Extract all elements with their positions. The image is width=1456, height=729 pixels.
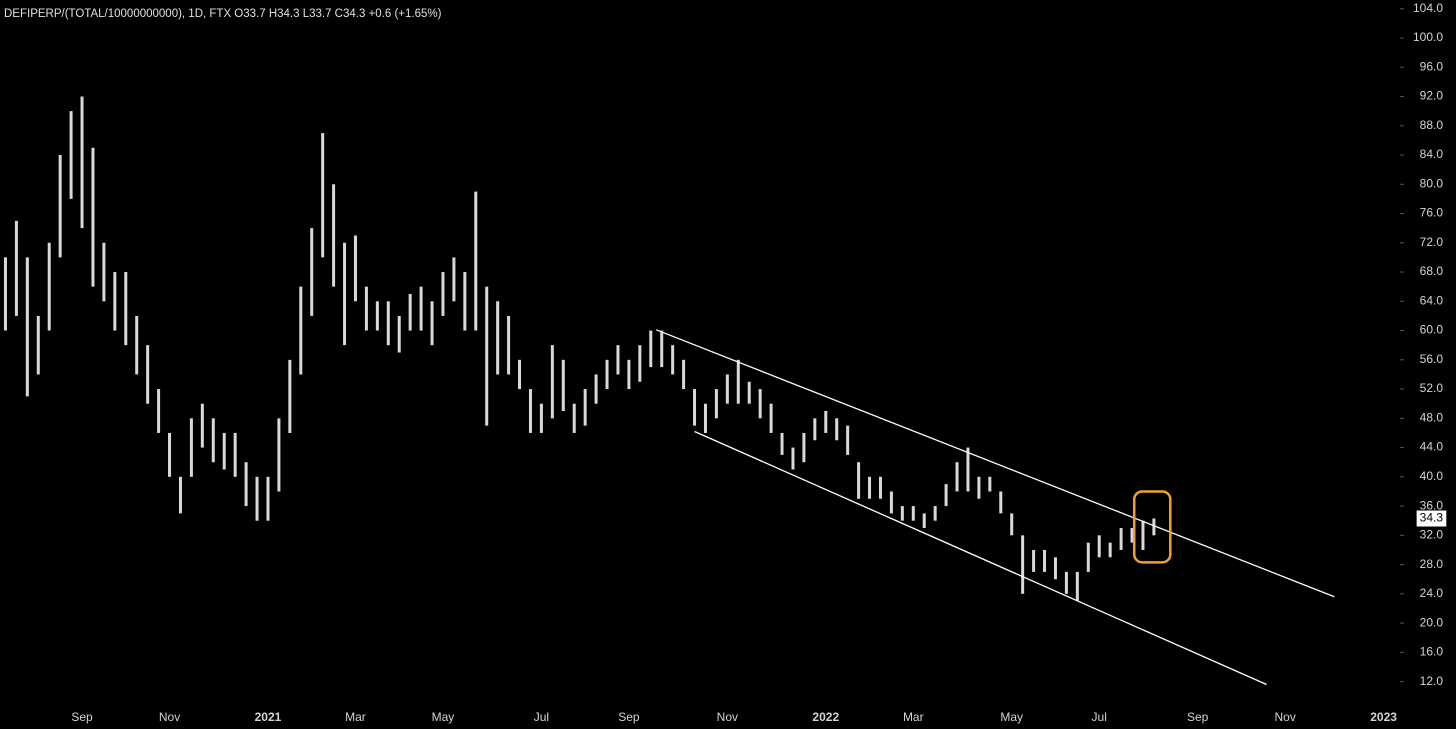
y-tick-label: 64.0 bbox=[1420, 293, 1444, 307]
y-tick-label: 68.0 bbox=[1420, 264, 1444, 278]
x-tick-label: Nov bbox=[1274, 710, 1295, 724]
y-tick-label: 100.0 bbox=[1413, 30, 1443, 44]
x-tick-label: 2021 bbox=[255, 710, 282, 724]
y-tick-label: 76.0 bbox=[1420, 206, 1444, 220]
x-tick-label: Sep bbox=[1187, 710, 1209, 724]
y-tick-label: 24.0 bbox=[1420, 586, 1444, 600]
x-tick-label: Jul bbox=[534, 710, 549, 724]
trend-line bbox=[656, 329, 1335, 598]
y-tick-label: 92.0 bbox=[1420, 89, 1444, 103]
x-tick-label: May bbox=[1000, 710, 1023, 724]
y-tick-label: 40.0 bbox=[1420, 469, 1444, 483]
y-tick-label: 104.0 bbox=[1413, 1, 1443, 15]
x-tick-label: Sep bbox=[71, 710, 93, 724]
y-tick-label: 52.0 bbox=[1420, 381, 1444, 395]
y-tick-label: 16.0 bbox=[1420, 645, 1444, 659]
y-tick-label: 84.0 bbox=[1420, 147, 1444, 161]
y-tick-label: 96.0 bbox=[1420, 59, 1444, 73]
x-tick-label: Sep bbox=[618, 710, 640, 724]
last-price-tag bbox=[1416, 510, 1447, 527]
y-tick-label: 48.0 bbox=[1420, 410, 1444, 424]
y-tick-label: 20.0 bbox=[1420, 615, 1444, 629]
x-tick-label: Jul bbox=[1092, 710, 1107, 724]
x-tick-label: May bbox=[432, 710, 455, 724]
y-tick-label: 12.0 bbox=[1420, 674, 1444, 688]
x-tick-label: 2023 bbox=[1370, 710, 1397, 724]
x-tick-label: 2022 bbox=[812, 710, 839, 724]
y-tick-label: 72.0 bbox=[1420, 235, 1444, 249]
x-tick-label: Nov bbox=[717, 710, 738, 724]
x-tick-label: Mar bbox=[345, 710, 366, 724]
y-tick-label: 56.0 bbox=[1420, 352, 1444, 366]
y-tick-label: 60.0 bbox=[1420, 323, 1444, 337]
trend-line bbox=[694, 430, 1267, 686]
y-tick-label: 88.0 bbox=[1420, 118, 1444, 132]
y-tick-label: 44.0 bbox=[1420, 440, 1444, 454]
x-tick-label: Mar bbox=[903, 710, 924, 724]
y-tick-label: 32.0 bbox=[1420, 528, 1444, 542]
y-tick-label: 80.0 bbox=[1420, 176, 1444, 190]
y-tick-label: 28.0 bbox=[1420, 557, 1444, 571]
last-price-label: 34.3 bbox=[1420, 511, 1444, 525]
x-tick-label: Nov bbox=[159, 710, 180, 724]
highlight-box bbox=[1132, 490, 1172, 564]
y-tick-label: 36.0 bbox=[1420, 498, 1444, 512]
chart-title: DEFIPERP/(TOTAL/10000000000), 1D, FTX O3… bbox=[4, 8, 442, 20]
